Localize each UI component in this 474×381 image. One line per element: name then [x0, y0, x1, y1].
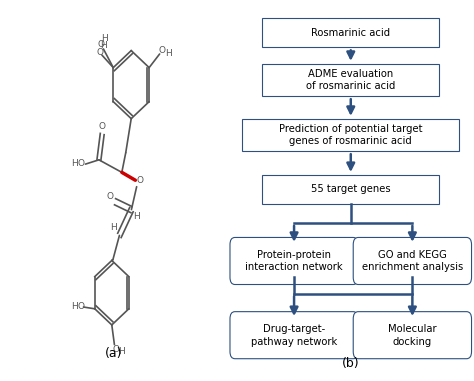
Text: H: H — [71, 302, 77, 311]
FancyBboxPatch shape — [262, 175, 439, 204]
Text: O: O — [112, 345, 119, 354]
Text: Drug-target-
pathway network: Drug-target- pathway network — [251, 324, 337, 347]
Text: H: H — [133, 211, 140, 221]
Text: H: H — [100, 41, 107, 50]
Text: (a): (a) — [105, 347, 122, 360]
Text: (b): (b) — [342, 357, 360, 370]
Text: Rosmarinic acid: Rosmarinic acid — [311, 28, 390, 38]
Text: Prediction of potential target
genes of rosmarinic acid: Prediction of potential target genes of … — [279, 123, 422, 146]
Text: 55 target genes: 55 target genes — [311, 184, 391, 194]
Text: O: O — [159, 46, 166, 55]
Text: ADME evaluation
of rosmarinic acid: ADME evaluation of rosmarinic acid — [306, 69, 395, 91]
FancyBboxPatch shape — [353, 237, 472, 285]
Text: O: O — [96, 48, 103, 57]
Text: Protein-protein
interaction network: Protein-protein interaction network — [245, 250, 343, 272]
Text: H: H — [101, 34, 109, 43]
FancyBboxPatch shape — [262, 64, 439, 96]
Text: O: O — [77, 302, 84, 311]
Text: O: O — [78, 159, 85, 168]
Text: H: H — [72, 159, 78, 168]
Text: H: H — [110, 223, 117, 232]
Text: GO and KEGG
enrichment analysis: GO and KEGG enrichment analysis — [362, 250, 463, 272]
Text: Molecular
docking: Molecular docking — [388, 324, 437, 347]
Text: O: O — [107, 192, 114, 201]
Text: H: H — [118, 347, 125, 356]
Text: O: O — [97, 40, 104, 49]
Text: O: O — [99, 122, 106, 131]
FancyBboxPatch shape — [262, 18, 439, 48]
Text: H: H — [165, 50, 172, 59]
FancyBboxPatch shape — [242, 119, 459, 151]
FancyBboxPatch shape — [230, 237, 358, 285]
FancyBboxPatch shape — [230, 312, 358, 359]
FancyBboxPatch shape — [353, 312, 472, 359]
Text: O: O — [137, 176, 144, 186]
